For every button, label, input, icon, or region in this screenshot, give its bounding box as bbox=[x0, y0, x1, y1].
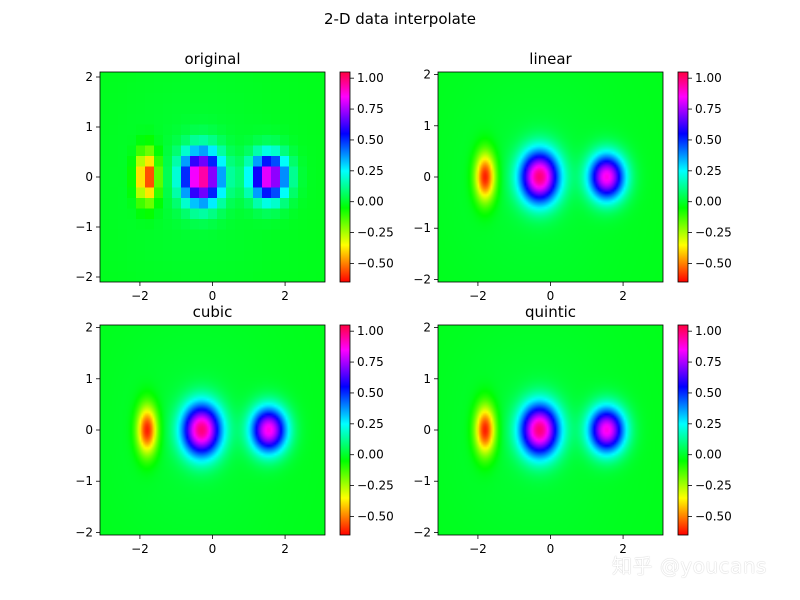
y-tick-label: 0 bbox=[85, 423, 93, 437]
colorbar-tick-label: 1.00 bbox=[357, 324, 384, 338]
y-tick-label: 2 bbox=[85, 321, 93, 335]
x-tick-label: 2 bbox=[281, 542, 289, 556]
y-tick-label: 2 bbox=[423, 321, 431, 335]
panel-linear: linear −2 0 2 −2 −1 0 1 2 1.00 0.75 0.50 0.25 0.00 −0.… bbox=[413, 50, 731, 303]
x-tick-label: 0 bbox=[209, 289, 217, 303]
figure-suptitle: 2-D data interpolate bbox=[324, 10, 476, 28]
y-tick-label: 2 bbox=[423, 68, 431, 82]
colorbar bbox=[339, 324, 351, 536]
y-tick-label: 2 bbox=[85, 70, 93, 84]
colorbar-tick-label: 0.75 bbox=[695, 102, 722, 116]
colorbar-tick-label: 0.00 bbox=[357, 195, 384, 209]
colorbar-tick-label: 0.50 bbox=[695, 133, 722, 147]
colorbar-tick-label: 0.50 bbox=[357, 133, 384, 147]
x-tick-label: 0 bbox=[547, 542, 555, 556]
colorbar bbox=[339, 71, 351, 283]
x-tick-label: 2 bbox=[619, 289, 627, 303]
colorbar-tick-label: 0.50 bbox=[695, 386, 722, 400]
axes-title: quintic bbox=[525, 303, 576, 321]
y-tick-label: 0 bbox=[423, 423, 431, 437]
x-tick-label: 2 bbox=[281, 289, 289, 303]
heatmap-image bbox=[100, 325, 325, 535]
panel-original: original −2 0 2 −2 −1 0 1 2 1.00 0.75 0.50 0.25 0.00 −… bbox=[75, 50, 393, 303]
y-tick-label: −1 bbox=[413, 221, 431, 235]
y-tick-label: 0 bbox=[85, 170, 93, 184]
colorbar-tick-label: −0.25 bbox=[695, 226, 732, 240]
y-tick-label: −2 bbox=[413, 272, 431, 286]
y-tick-label: −2 bbox=[413, 525, 431, 539]
colorbar-tick-label: 0.50 bbox=[357, 386, 384, 400]
axes-title: linear bbox=[529, 50, 572, 68]
colorbar-tick-label: −0.50 bbox=[695, 509, 732, 523]
colorbar-tick-label: 0.00 bbox=[357, 448, 384, 462]
colorbar-tick-label: 0.75 bbox=[695, 355, 722, 369]
colorbar-tick-label: 0.25 bbox=[357, 417, 384, 431]
colorbar-tick-label: 0.75 bbox=[357, 355, 384, 369]
y-tick-label: −1 bbox=[413, 474, 431, 488]
panel-quintic: quintic −2 0 2 −2 −1 0 1 2 1.00 0.75 0.50 0.25 0.00 −0… bbox=[413, 303, 731, 556]
axes-title: cubic bbox=[193, 303, 233, 321]
y-tick-label: 0 bbox=[423, 170, 431, 184]
colorbar-tick-label: −0.25 bbox=[357, 226, 394, 240]
y-tick-label: −1 bbox=[75, 474, 93, 488]
colorbar-tick-label: 0.25 bbox=[357, 164, 384, 178]
y-tick-label: 1 bbox=[423, 119, 431, 133]
x-tick-label: 2 bbox=[619, 542, 627, 556]
heatmap-image bbox=[438, 72, 663, 282]
y-tick-label: −1 bbox=[75, 220, 93, 234]
panel-cubic: cubic −2 0 2 −2 −1 0 1 2 1.00 0.75 0.50 0.25 0.00 −0.2… bbox=[75, 303, 393, 556]
x-tick-label: 0 bbox=[547, 289, 555, 303]
axes-title: original bbox=[184, 50, 240, 68]
x-tick-label: −2 bbox=[469, 542, 487, 556]
watermark: 知乎 @youcans bbox=[612, 554, 767, 578]
heatmap-image bbox=[100, 72, 325, 282]
colorbar-tick-label: 0.25 bbox=[695, 164, 722, 178]
y-tick-label: −2 bbox=[75, 525, 93, 539]
y-tick-label: 1 bbox=[85, 120, 93, 134]
colorbar-tick-label: −0.25 bbox=[357, 479, 394, 493]
colorbar-tick-label: 0.25 bbox=[695, 417, 722, 431]
x-tick-label: 0 bbox=[209, 542, 217, 556]
colorbar-tick-label: 1.00 bbox=[695, 324, 722, 338]
colorbar-tick-label: −0.50 bbox=[695, 256, 732, 270]
y-tick-label: −2 bbox=[75, 270, 93, 284]
colorbar-tick-label: −0.50 bbox=[357, 509, 394, 523]
colorbar-tick-label: 1.00 bbox=[357, 71, 384, 85]
colorbar-tick-label: 0.75 bbox=[357, 102, 384, 116]
x-tick-label: −2 bbox=[131, 542, 149, 556]
x-tick-label: −2 bbox=[131, 289, 149, 303]
colorbar-tick-label: −0.50 bbox=[357, 256, 394, 270]
colorbar-tick-label: −0.25 bbox=[695, 479, 732, 493]
y-tick-label: 1 bbox=[423, 372, 431, 386]
colorbar-tick-label: 0.00 bbox=[695, 195, 722, 209]
colorbar bbox=[677, 71, 689, 283]
heatmap-image bbox=[438, 325, 663, 535]
colorbar-tick-label: 1.00 bbox=[695, 71, 722, 85]
x-tick-label: −2 bbox=[469, 289, 487, 303]
colorbar-tick-label: 0.00 bbox=[695, 448, 722, 462]
y-tick-label: 1 bbox=[85, 372, 93, 386]
colorbar bbox=[677, 324, 689, 536]
